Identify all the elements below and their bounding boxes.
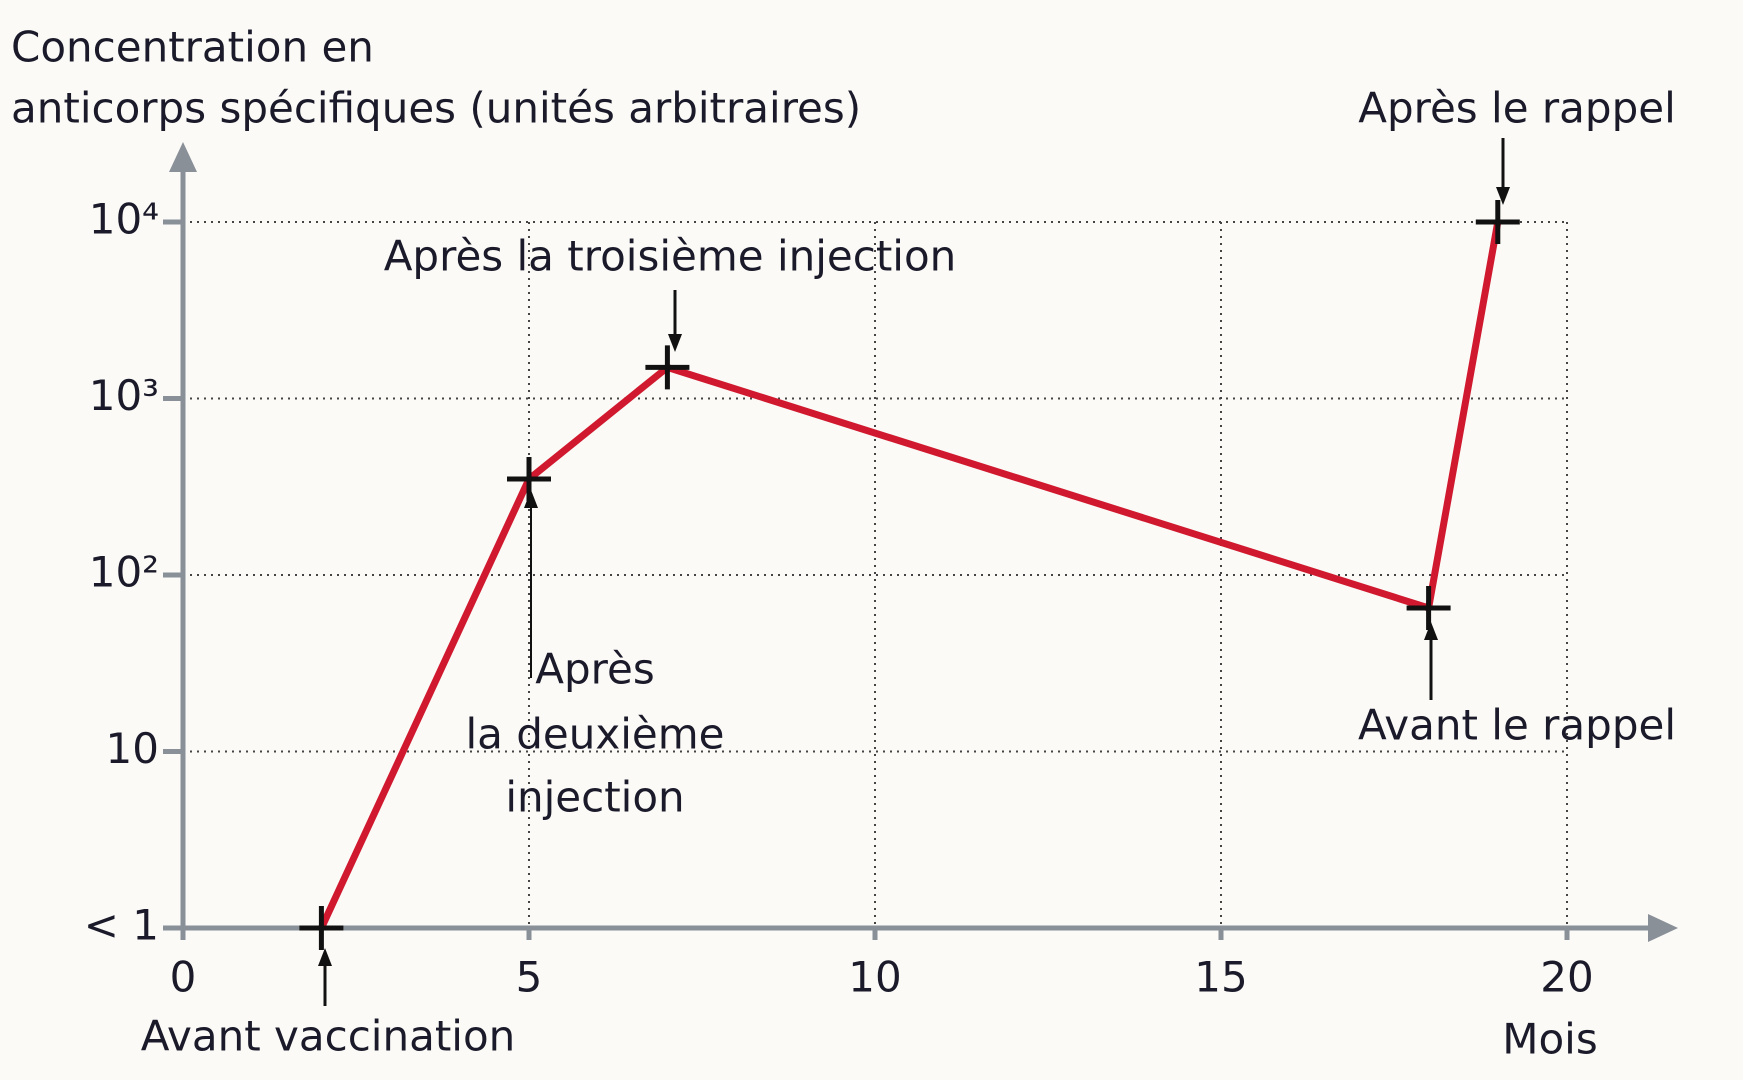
annotation: la deuxième	[466, 710, 725, 759]
x-tick-label: 0	[170, 953, 197, 1002]
x-axis-label: Mois	[1502, 1015, 1597, 1064]
point-marker	[299, 906, 344, 950]
annotation: injection	[505, 773, 684, 822]
point-marker	[1475, 200, 1520, 244]
y-tick-label: 10²	[89, 548, 159, 597]
y-axis-label: Concentration en	[11, 23, 374, 72]
annotation-arrowhead	[1496, 187, 1510, 205]
annotation-arrowhead	[1424, 622, 1438, 640]
y-tick-label: 10⁴	[89, 195, 159, 244]
annotation: Après le rappel	[1358, 84, 1676, 133]
point-marker	[507, 456, 551, 501]
annotation-arrowhead	[318, 948, 332, 966]
point-marker	[645, 345, 690, 390]
annotation: Après	[535, 645, 654, 694]
annotation: Avant vaccination	[141, 1012, 516, 1061]
y-tick-label: 10³	[89, 371, 159, 420]
y-tick-label: 10	[106, 724, 159, 773]
data-line	[318, 221, 1502, 930]
annotation-arrowhead	[524, 490, 538, 508]
x-tick-label: 20	[1540, 953, 1593, 1002]
annotation-arrowhead	[668, 334, 682, 352]
x-axis-arrow	[1648, 914, 1678, 942]
point-marker	[1406, 586, 1451, 631]
annotation: Après la troisième injection	[384, 232, 957, 281]
y-axis-label: anticorps spécifiques (unités arbitraire…	[11, 84, 861, 133]
y-tick-label: < 1	[84, 901, 159, 950]
x-tick-label: 10	[848, 953, 901, 1002]
x-tick-label: 5	[516, 953, 543, 1002]
x-tick-label: 15	[1194, 953, 1247, 1002]
y-axis-arrow	[169, 142, 197, 172]
annotation: Avant le rappel	[1358, 701, 1676, 750]
